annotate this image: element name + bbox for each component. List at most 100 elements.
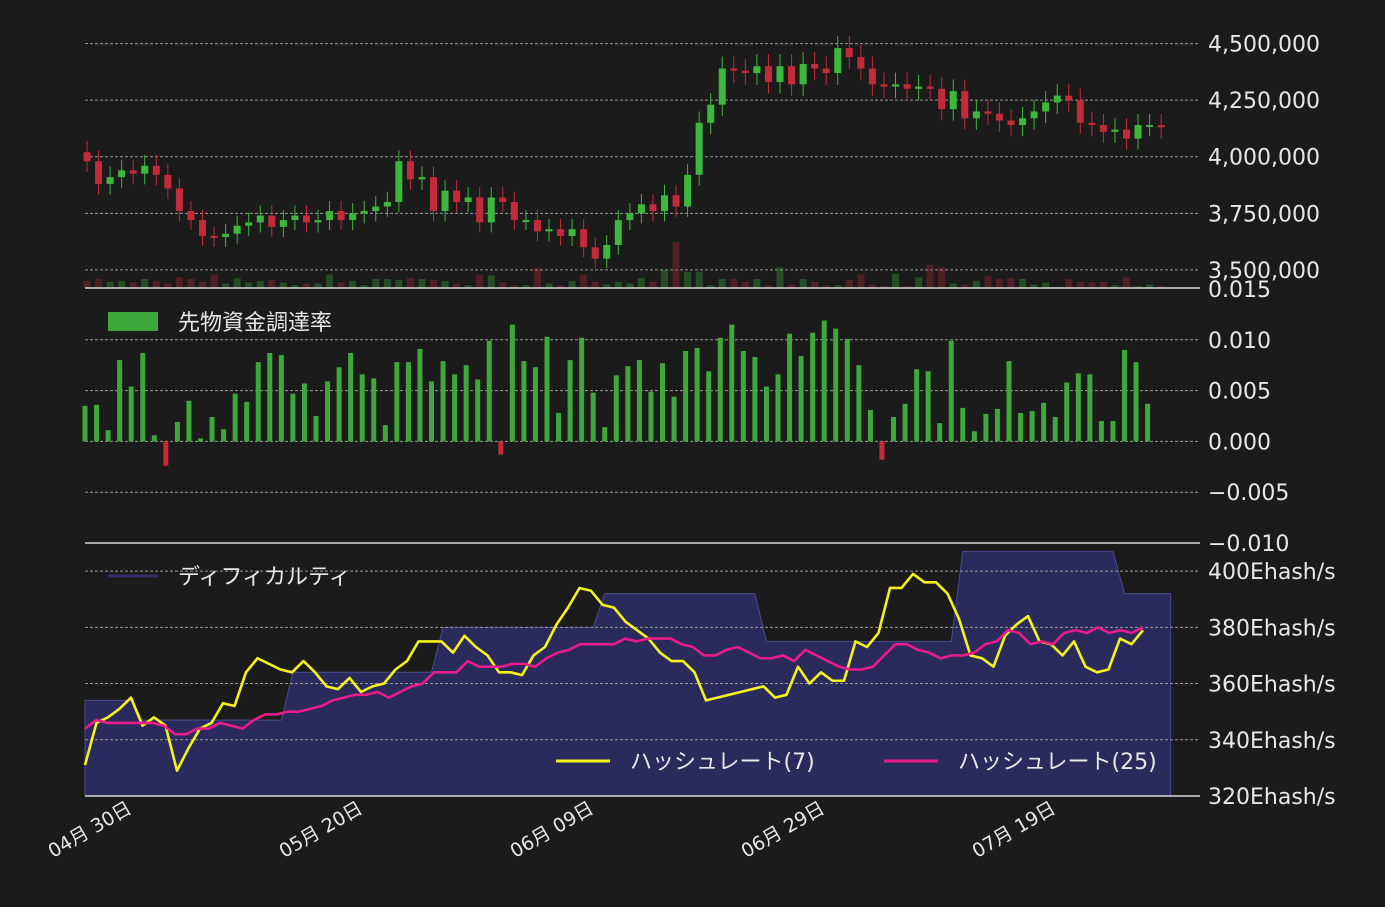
volume-bar bbox=[279, 282, 287, 288]
candle-body bbox=[383, 202, 391, 207]
funding-bar bbox=[833, 328, 839, 442]
candle-body bbox=[199, 220, 206, 236]
funding-bar bbox=[1018, 412, 1024, 442]
funding-bar bbox=[948, 340, 954, 442]
candle-body bbox=[926, 86, 934, 89]
candle-body bbox=[129, 170, 137, 174]
funding-bar bbox=[994, 408, 1000, 442]
candle-body bbox=[730, 68, 738, 71]
candle-body bbox=[672, 195, 680, 207]
candle-body bbox=[302, 215, 310, 223]
funding-bar bbox=[867, 409, 873, 442]
funding-bar bbox=[787, 333, 793, 442]
volume-bar bbox=[984, 276, 992, 288]
volume-bar bbox=[106, 281, 114, 288]
volume-bar bbox=[707, 285, 715, 288]
funding-bar bbox=[532, 367, 538, 442]
price-volume-bars bbox=[83, 242, 1165, 288]
volume-bar bbox=[418, 279, 426, 288]
candle-body bbox=[464, 197, 472, 202]
volume-bar bbox=[487, 275, 495, 288]
funding-bar bbox=[82, 405, 88, 442]
funding-bar bbox=[313, 416, 319, 442]
funding-bar bbox=[729, 324, 735, 442]
volume-bar bbox=[337, 282, 345, 288]
volume-bar bbox=[637, 278, 645, 288]
funding-bar bbox=[325, 381, 331, 442]
funding-bars bbox=[82, 320, 1151, 466]
volume-bar bbox=[314, 283, 322, 288]
candle-body bbox=[441, 190, 449, 212]
volume-bar bbox=[499, 282, 507, 288]
candle-body bbox=[349, 213, 357, 221]
candle-body bbox=[418, 177, 426, 180]
candle-body bbox=[1157, 125, 1165, 128]
funding-bar bbox=[498, 441, 504, 455]
funding-bar bbox=[128, 386, 134, 442]
volume-bar bbox=[892, 273, 899, 288]
funding-bar bbox=[140, 353, 146, 442]
volume-bar bbox=[395, 279, 403, 288]
hashrate25-legend-label: ハッシュレート(25) bbox=[958, 750, 1157, 775]
funding-bar bbox=[117, 360, 123, 442]
funding-bar bbox=[1110, 421, 1116, 442]
funding-bar bbox=[856, 365, 862, 442]
hashrate-y-tick: 380Ehash/s bbox=[1208, 616, 1336, 641]
candle-body bbox=[614, 220, 622, 245]
funding-legend-swatch bbox=[108, 312, 158, 331]
volume-bar bbox=[568, 280, 576, 288]
volume-bar bbox=[591, 281, 599, 288]
volume-bar bbox=[453, 283, 461, 288]
funding-bar bbox=[925, 371, 931, 442]
volume-bar bbox=[1030, 284, 1038, 288]
funding-legend-label: 先物資金調達率 bbox=[178, 311, 332, 336]
funding-bar bbox=[625, 366, 631, 442]
volume-bar bbox=[1157, 286, 1165, 288]
candle-body bbox=[83, 152, 91, 162]
funding-bar bbox=[1087, 374, 1093, 442]
volume-bar bbox=[302, 283, 310, 288]
funding-bar bbox=[706, 371, 712, 442]
candle-body bbox=[1099, 125, 1107, 132]
candle-body bbox=[892, 84, 899, 87]
candle-body bbox=[949, 91, 957, 110]
candle-body bbox=[372, 206, 380, 212]
volume-bar bbox=[868, 284, 876, 288]
funding-bar bbox=[463, 365, 469, 442]
candle-body bbox=[1065, 95, 1073, 101]
candle-body bbox=[499, 197, 507, 202]
funding-bar bbox=[660, 363, 665, 442]
candle-body bbox=[406, 161, 414, 180]
volume-bar bbox=[349, 280, 357, 288]
funding-bar bbox=[914, 369, 920, 442]
funding-bar bbox=[255, 362, 261, 442]
funding-bar bbox=[278, 355, 284, 442]
funding-bar bbox=[221, 429, 227, 442]
hashrate-y-tick: 340Ehash/s bbox=[1208, 729, 1336, 754]
candle-body bbox=[279, 220, 287, 227]
candle-body bbox=[684, 174, 692, 207]
funding-bar bbox=[937, 423, 943, 442]
volume-bar bbox=[834, 285, 842, 288]
volume-bar bbox=[799, 279, 807, 288]
volume-bar bbox=[972, 280, 980, 288]
x-axis-tick-label: 07月 19日 bbox=[968, 797, 1059, 862]
funding-bar bbox=[429, 381, 434, 442]
funding-bar bbox=[544, 336, 550, 442]
volume-bar bbox=[372, 279, 380, 288]
funding-bar bbox=[174, 422, 180, 442]
funding-bar bbox=[1075, 373, 1081, 442]
hashrate7-legend-label: ハッシュレート(7) bbox=[630, 750, 815, 775]
hashrate-gridlines bbox=[85, 570, 1200, 741]
funding-y-tick: 0.005 bbox=[1208, 380, 1271, 405]
candle-body bbox=[210, 235, 218, 238]
volume-bar bbox=[199, 281, 206, 288]
funding-y-axis: 0.015 0.010 0.005 0.000 −0.005 −0.010 bbox=[1208, 278, 1289, 557]
candle-body bbox=[245, 222, 253, 226]
price-y-tick: 4,000,000 bbox=[1208, 146, 1320, 171]
funding-bar bbox=[763, 386, 769, 442]
candle-body bbox=[187, 211, 195, 221]
funding-bar bbox=[844, 338, 850, 442]
volume-bar bbox=[326, 274, 334, 288]
funding-y-tick: 0.015 bbox=[1208, 278, 1271, 303]
